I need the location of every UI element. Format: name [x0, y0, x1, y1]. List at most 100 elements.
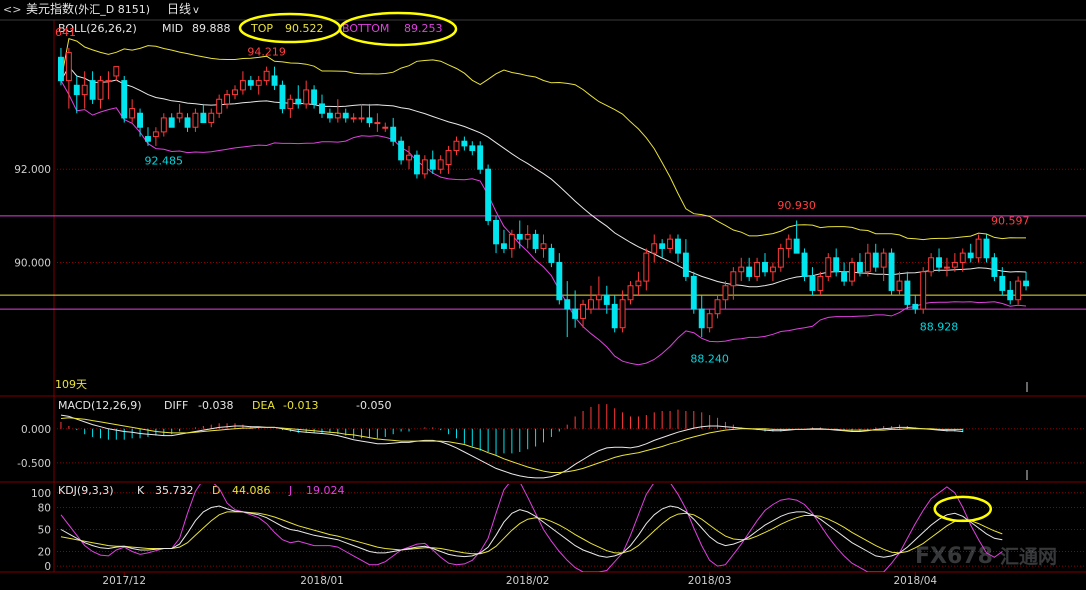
- price-extreme-label: 94.219: [247, 46, 286, 59]
- macd-diff-label: DIFF: [164, 399, 188, 412]
- period-selector[interactable]: 日线: [167, 2, 191, 16]
- kdj-y-tick-label: 80: [38, 502, 51, 514]
- candle-body: [714, 299, 721, 315]
- candle-body: [983, 238, 990, 259]
- macd-diff-line: [60, 414, 963, 479]
- kdj-j-label: J: [288, 484, 292, 497]
- boll-top-label: TOP: [250, 22, 273, 35]
- annotation-circle-bottom: [338, 11, 458, 47]
- candle-body: [785, 238, 792, 249]
- candle-body: [912, 303, 919, 310]
- candle-body: [888, 252, 895, 291]
- kdj-k-value: 35.732: [155, 484, 194, 497]
- candle-body: [255, 80, 262, 86]
- macd-dea-value: -0.013: [283, 399, 318, 412]
- candle-body: [105, 80, 112, 83]
- candle-body: [975, 238, 982, 259]
- candle-body: [1015, 280, 1022, 301]
- candle-body: [580, 303, 587, 319]
- candle-body: [271, 75, 278, 86]
- candle-body: [675, 238, 681, 254]
- boll-bottom-label: BOTTOM: [342, 22, 389, 35]
- candle-body: [493, 219, 499, 245]
- candle-body: [928, 257, 935, 273]
- candle-body: [334, 112, 341, 119]
- x-axis-date-label: 2017/12: [102, 575, 146, 587]
- candle-body: [421, 159, 428, 175]
- macd-y-tick-label: 0.000: [21, 424, 51, 436]
- candle-body: [872, 252, 879, 268]
- candle-body: [263, 70, 270, 82]
- boll-mid-label: MID: [162, 22, 183, 35]
- candle-body: [350, 117, 357, 120]
- candle-body: [999, 275, 1006, 291]
- macd-dea-line: [60, 417, 963, 473]
- price-y-tick-label: 92.000: [14, 164, 51, 176]
- macd-dea-label: DEA: [252, 399, 275, 412]
- candle-body: [216, 98, 223, 114]
- candle-body: [398, 140, 405, 161]
- candle-body: [896, 280, 903, 291]
- chevron-down-icon[interactable]: v: [193, 5, 199, 16]
- candle-body: [920, 271, 927, 310]
- watermark-text: 汇通网: [1000, 546, 1057, 568]
- candle-body: [121, 80, 128, 119]
- boll-top-value: 90.522: [285, 22, 324, 35]
- candle-body: [556, 261, 563, 301]
- price-extreme-label: 641: [55, 26, 76, 39]
- macd-indicator-name[interactable]: MACD(12,26,9): [58, 399, 142, 412]
- macd-bar-value: -0.050: [356, 399, 391, 412]
- kdj-y-tick-label: 50: [38, 524, 51, 536]
- candle-body: [817, 275, 824, 291]
- candle-body: [461, 140, 468, 147]
- instrument-code: (外汇_D 8151): [74, 3, 150, 16]
- boll-indicator-name[interactable]: BOLL(26,26,2): [58, 22, 137, 35]
- boll-lower-line: [60, 80, 1027, 366]
- candle-body: [319, 103, 325, 114]
- candle-body: [959, 252, 966, 263]
- kdj-y-tick-label: 100: [31, 488, 51, 500]
- kdj-y-tick-label: 20: [38, 546, 51, 558]
- candle-body: [706, 313, 713, 329]
- candle-body: [603, 294, 610, 305]
- annotation-circle-kdj: [933, 495, 993, 523]
- price-extreme-label: 90.930: [777, 199, 816, 212]
- candle-body: [777, 247, 784, 268]
- candle-body: [200, 112, 207, 124]
- candle-body: [168, 117, 175, 128]
- candle-body: [152, 131, 159, 138]
- candle-body: [358, 117, 365, 120]
- candle-body: [564, 299, 571, 310]
- candle-body: [841, 271, 848, 282]
- candle-body: [279, 84, 286, 110]
- kdj-legend: KDJ(9,3,3) K 35.732 D 44.086 J 19.024: [58, 484, 345, 497]
- candle-body: [311, 89, 318, 105]
- kdj-indicator-name[interactable]: KDJ(9,3,3): [58, 484, 114, 497]
- candle-body: [232, 89, 238, 96]
- back-forward-icon[interactable]: <>: [3, 3, 21, 16]
- candle-body: [208, 112, 215, 124]
- candle-body: [145, 136, 151, 142]
- watermark-brand: FX678: [915, 544, 993, 569]
- candle-body: [500, 243, 507, 249]
- macd-diff-value: -0.038: [198, 399, 233, 412]
- candle-body: [65, 52, 72, 82]
- candle-body: [453, 140, 460, 152]
- candle-body: [508, 233, 515, 249]
- kdj-d-label: D: [212, 484, 220, 497]
- candle-body: [864, 252, 871, 273]
- candle-body: [239, 80, 246, 91]
- candle-body: [295, 98, 302, 105]
- candle-body: [651, 243, 658, 254]
- x-axis-date-label: 2018/02: [506, 575, 550, 587]
- candle-body: [793, 238, 800, 254]
- candle-body: [176, 112, 183, 119]
- candle-body: [1007, 289, 1014, 301]
- candle-body: [81, 84, 88, 96]
- instrument-title[interactable]: 美元指数: [26, 1, 74, 16]
- candle-body: [951, 261, 958, 268]
- candle-body: [524, 233, 531, 240]
- candle-body: [619, 299, 626, 329]
- candle-body: [611, 303, 618, 329]
